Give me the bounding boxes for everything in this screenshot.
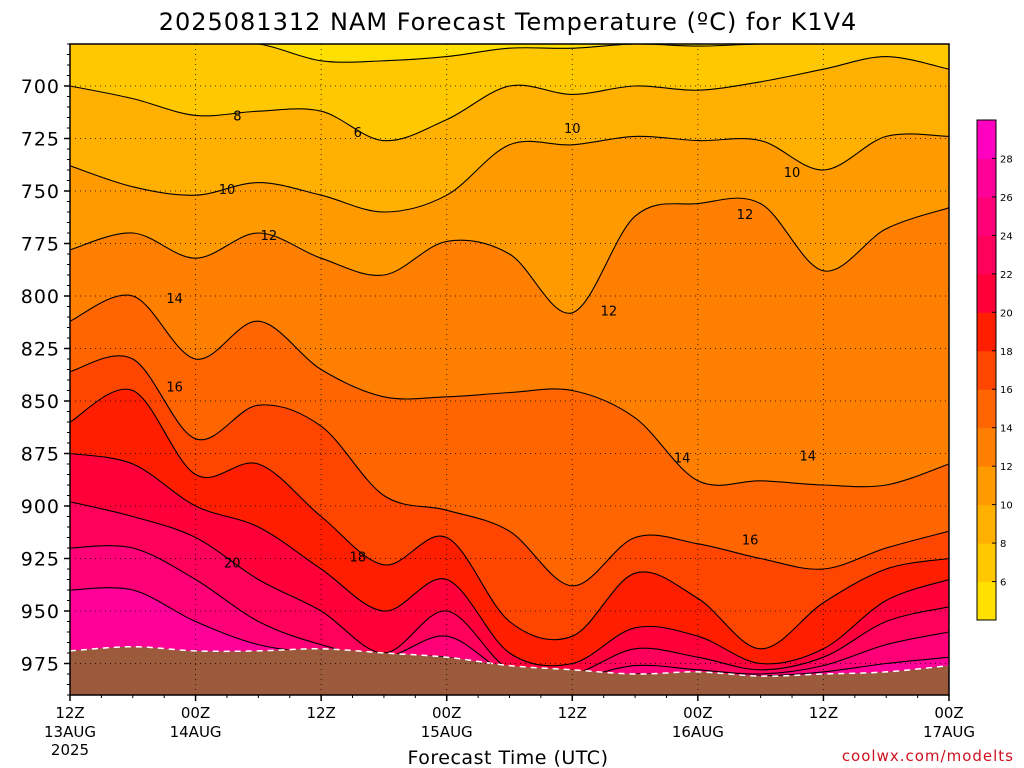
colorbar-swatch [977, 273, 996, 313]
x-tick-label: 17AUG [923, 723, 975, 741]
colorbar-label: 26 [1000, 193, 1013, 204]
colorbar-label: 16 [1000, 385, 1013, 396]
x-tick-label: 00Z [683, 704, 712, 722]
colorbar-label: 18 [1000, 347, 1013, 358]
x-axis-label: Forecast Time (UTC) [408, 747, 609, 768]
y-tick-label: 875 [21, 444, 60, 466]
surface-line [70, 645, 949, 677]
y-tick-label: 900 [21, 496, 60, 518]
x-tick-label: 12Z [558, 704, 587, 722]
colorbar-label: 24 [1000, 231, 1013, 242]
contour-label: 18 [349, 550, 366, 565]
y-tick-label: 950 [21, 601, 60, 623]
x-tick-label: 12Z [306, 704, 335, 722]
y-tick-label: 800 [21, 286, 60, 308]
y-tick-label: 975 [21, 654, 60, 676]
colorbar-label: 10 [1000, 501, 1013, 512]
x-tick-label: 13AUG [44, 723, 96, 741]
colorbar-label: 6 [1000, 578, 1006, 589]
contour-label: 14 [799, 450, 816, 465]
colorbar-label: 22 [1000, 270, 1013, 281]
contour-label: 14 [674, 452, 691, 467]
y-tick-label: 775 [21, 234, 60, 256]
contour-label: 14 [166, 292, 183, 307]
contour-label: 12 [601, 305, 618, 320]
terrain-layer [70, 645, 949, 695]
chart-title: 2025081312 NAM Forecast Temperature (ºC)… [159, 8, 858, 36]
credit-link[interactable]: coolwx.com/modelts [842, 747, 1014, 765]
colorbar-frame [976, 119, 997, 621]
x-tick-label: 12Z [55, 704, 84, 722]
colorbar-swatch [977, 427, 996, 467]
x-tick-label: 15AUG [421, 723, 473, 741]
x-tick-label: 00Z [934, 704, 963, 722]
contour-label: 12 [261, 229, 278, 244]
contour-label: 12 [737, 208, 754, 223]
temperature-fills [70, 44, 949, 695]
isotherm-line [70, 133, 949, 213]
colorbar-label: 12 [1000, 462, 1013, 473]
colorbar-swatch [977, 389, 996, 429]
isotherm-line [70, 44, 949, 63]
isotherm-line [70, 388, 949, 650]
colorbar: 6 8 10 12 14 16 18 20 22 24 26 28 [976, 119, 1013, 621]
y-tick-label: 850 [21, 391, 60, 413]
x-tick-label: 16AUG [672, 723, 724, 741]
colorbar-swatch [977, 504, 996, 544]
colorbar-swatch [977, 543, 996, 583]
isotherm-line [70, 452, 949, 667]
y-tick-label: 750 [21, 181, 60, 203]
y-tick-label: 700 [21, 76, 60, 98]
colorbar-swatch [977, 235, 996, 275]
colorbar-swatch [977, 120, 996, 159]
y-tick-label: 825 [21, 339, 60, 361]
colorbar-label: 28 [1000, 154, 1013, 165]
x-tick-label: 12Z [809, 704, 838, 722]
contour-label: 16 [742, 534, 759, 549]
terrain-ground [70, 646, 949, 695]
x-tick-label: 14AUG [170, 723, 222, 741]
isotherm-line [70, 355, 949, 587]
contour-label: 6 [354, 126, 362, 141]
colorbar-swatch [977, 466, 996, 506]
x-tick-label: 00Z [181, 704, 210, 722]
colorbar-label: 8 [1000, 539, 1006, 550]
colorbar-label: 20 [1000, 308, 1013, 319]
isotherm-line [70, 56, 949, 142]
contour-label: 10 [784, 166, 801, 181]
x-tick-label: 2025 [51, 741, 89, 759]
x-tick-label: 00Z [432, 704, 461, 722]
contour-label: 16 [166, 380, 183, 395]
contour-label: 20 [224, 557, 241, 572]
colorbar-swatch [977, 312, 996, 352]
pressure-axis: 700 725 750 775 800 825 850 875 900 925 950 975 [21, 43, 70, 696]
colorbar-swatch [977, 196, 996, 236]
colorbar-swatch [977, 158, 996, 198]
colorbar-swatch [977, 581, 996, 621]
contour-label: 8 [233, 109, 241, 124]
contour-labels: 8 6 10 10 10 12 12 14 12 16 14 14 16 18 20 [166, 109, 816, 571]
y-tick-label: 725 [21, 129, 60, 151]
grid-lines [70, 44, 949, 695]
contour-label: 10 [219, 183, 236, 198]
isotherm-line [70, 197, 949, 314]
contour-label: 10 [564, 122, 581, 137]
colorbar-swatch [977, 350, 996, 390]
y-tick-label: 925 [21, 549, 60, 571]
isotherm-line [70, 294, 949, 488]
colorbar-label: 14 [1000, 424, 1013, 435]
